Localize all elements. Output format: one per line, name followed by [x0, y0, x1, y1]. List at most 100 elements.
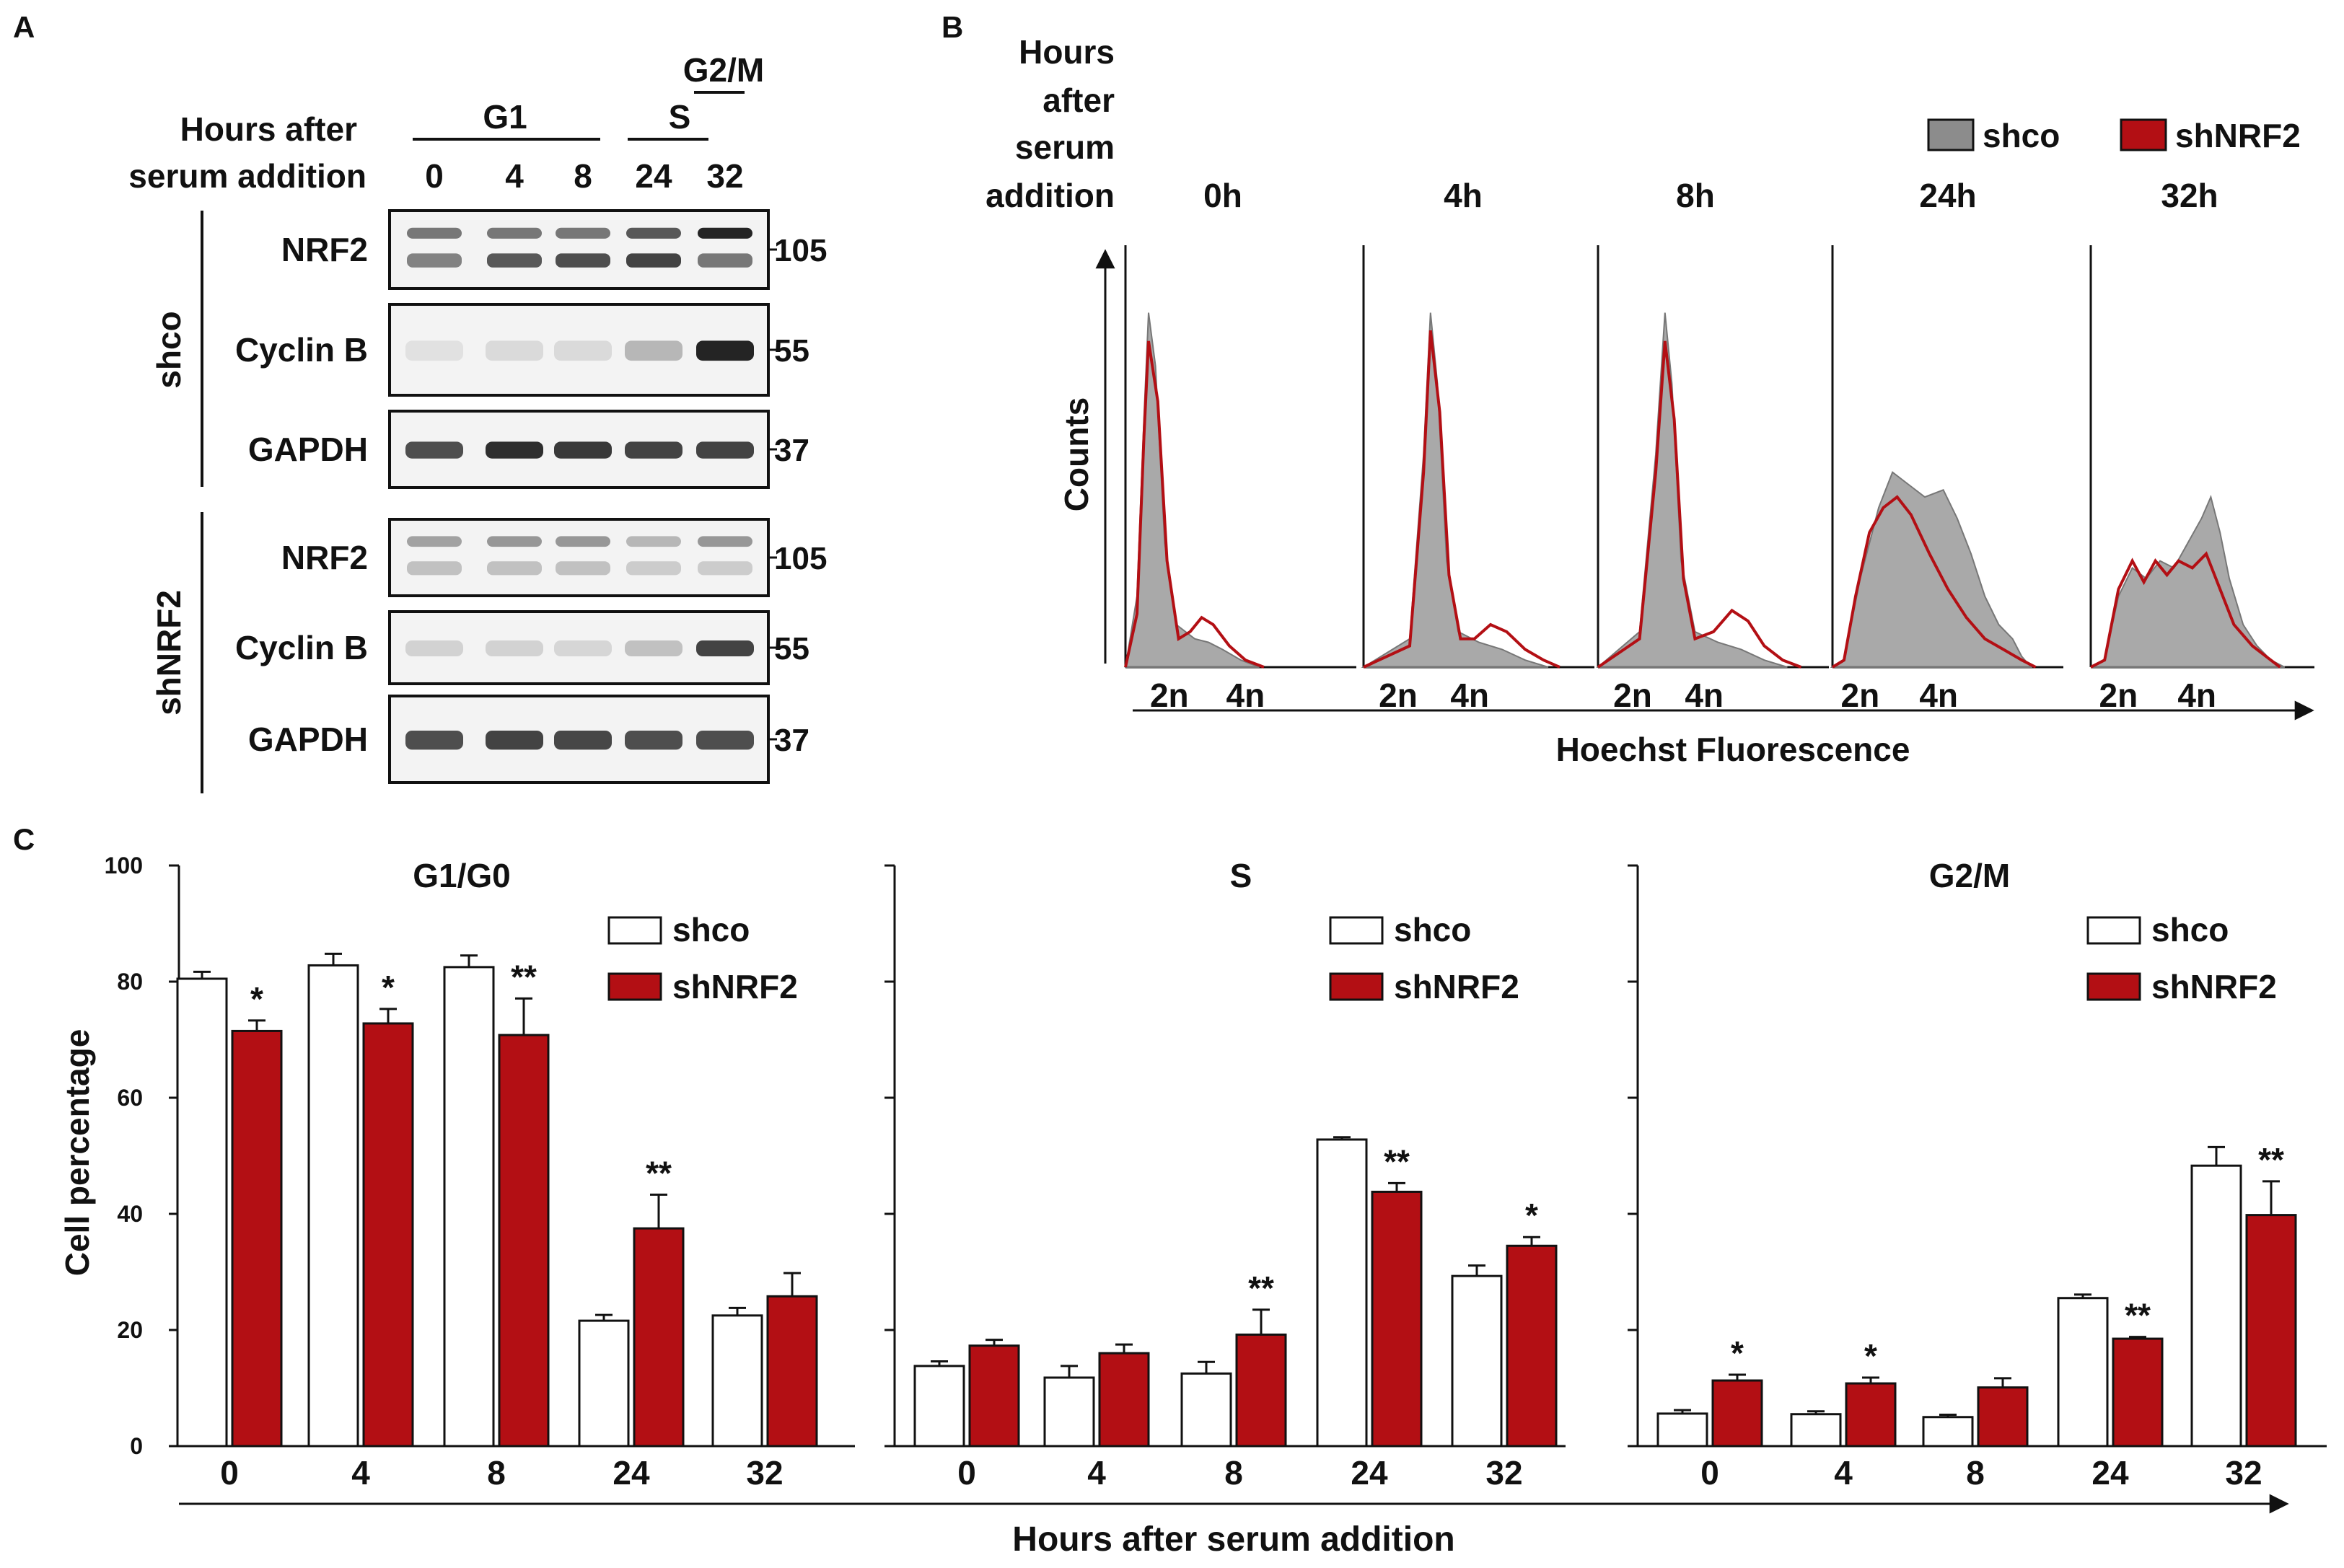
flow-tick-4n: 4n: [1450, 677, 1489, 714]
flow-histogram-shco: [1124, 312, 1260, 668]
blot-protein-label: GAPDH: [248, 721, 368, 758]
blot-band: [625, 340, 682, 361]
bar-y-tick-label: 40: [117, 1201, 143, 1227]
bar-significance-label: **: [1248, 1269, 1274, 1307]
blot-band: [407, 253, 462, 268]
panel-label-a: A: [13, 10, 35, 44]
blot-band: [696, 340, 754, 361]
bar-significance-label: **: [511, 958, 537, 995]
blot-band: [626, 561, 681, 576]
blot-band: [625, 441, 682, 459]
blot-band: [625, 731, 682, 750]
blot-band: [486, 340, 543, 361]
blot-band: [486, 441, 543, 459]
panel-b-header-line2: after: [1042, 82, 1115, 119]
bar-shnrf2: [1506, 1244, 1558, 1448]
bar-category-label: 0: [1700, 1454, 1719, 1492]
flow-histogram-shnrf2: [1363, 330, 1561, 669]
blot-band: [554, 640, 612, 656]
flow-histogram-shco: [1830, 471, 2033, 668]
bar-shnrf2: [968, 1344, 1020, 1448]
bar-shnrf2: [2112, 1337, 2164, 1448]
bar-panel-title: S: [1230, 857, 1252, 894]
legend-swatch-shco-flow: [1927, 118, 1975, 151]
blot-band: [698, 253, 752, 268]
blot-marker-label: 105: [774, 233, 827, 268]
bar-legend-swatch-shnrf2: [1329, 972, 1384, 1001]
bar-significance-label: **: [1384, 1142, 1410, 1180]
bar-category-label: 24: [1351, 1454, 1388, 1492]
panel-c-bar-charts: Cell percentage Hours after serum additi…: [58, 853, 2327, 1559]
bar-shco: [1922, 1416, 1974, 1448]
panel-b-header-line4: addition: [986, 177, 1115, 214]
bar-shnrf2: [766, 1295, 818, 1448]
blot-band: [405, 640, 463, 656]
blot-protein-label: Cyclin B: [235, 331, 368, 369]
bar-category-label: 24: [2091, 1454, 2129, 1492]
flow-tick-4n: 4n: [1685, 677, 1724, 714]
panel-a-header-line2: serum addition: [128, 157, 366, 195]
blot-hour-labels: 0 4 8 24 32: [425, 157, 743, 195]
bar-legend-label-shnrf2: shNRF2: [1394, 968, 1519, 1005]
blot-marker-label: 55: [774, 631, 809, 666]
blot-protein-label: GAPDH: [248, 431, 368, 468]
bar-legend-swatch-shnrf2: [2086, 972, 2141, 1001]
phase-label-s: S: [669, 98, 691, 136]
bar-category-label: 32: [1485, 1454, 1522, 1492]
flow-x-axis-label: Hoechst Fluorescence: [1556, 731, 1910, 768]
legend-swatch-shnrf2-flow: [2120, 118, 2167, 151]
blot-band: [405, 441, 463, 459]
bar-category-label: 24: [613, 1454, 650, 1492]
blot-hour-label: 4: [505, 157, 524, 195]
bar-y-tick-label: 0: [130, 1433, 143, 1459]
blot-band: [486, 731, 543, 750]
bar-shco: [2190, 1164, 2242, 1448]
bar-category-label: 8: [487, 1454, 506, 1492]
panel-a-header-line1: Hours after: [180, 110, 357, 148]
group-label-shnrf2: shNRF2: [150, 590, 188, 715]
blot-band: [407, 227, 462, 239]
bar-shnrf2: [1235, 1333, 1287, 1448]
bar-legend-swatch-shco: [607, 916, 662, 945]
bar-significance-label: **: [646, 1154, 672, 1192]
flow-tick-4n: 4n: [1226, 677, 1265, 714]
bar-shco: [443, 966, 495, 1448]
bar-shnrf2: [1098, 1352, 1150, 1448]
blot-band: [698, 536, 752, 547]
bar-shnrf2: [1845, 1382, 1897, 1448]
bar-category-label: 0: [220, 1454, 239, 1492]
blot-band: [487, 561, 542, 576]
bar-shco: [1656, 1412, 1708, 1448]
flow-timepoint-label: 0h: [1203, 177, 1242, 214]
bar-shco: [913, 1365, 965, 1448]
blot-band: [625, 640, 682, 656]
legend-label-shnrf2-flow: shNRF2: [2175, 117, 2301, 154]
bar-legend-swatch-shnrf2: [607, 972, 662, 1001]
blot-marker-label: 105: [774, 541, 827, 576]
blot-band: [487, 227, 542, 239]
bar-shnrf2: [2245, 1214, 2297, 1448]
flow-histogram-shnrf2: [2090, 551, 2281, 669]
panel-a-western-blot: Hours after serum addition G1 S G2/M 0 4 8…: [128, 51, 827, 793]
bar-y-axis-label: Cell percentage: [58, 1029, 96, 1277]
flow-timepoint-label: 32h: [2161, 177, 2218, 214]
blot-band: [405, 731, 463, 750]
blot-band: [407, 561, 462, 576]
blot-band: [626, 536, 681, 547]
bar-legend-label-shnrf2: shNRF2: [672, 968, 798, 1005]
bar-shco: [176, 977, 228, 1448]
flow-timepoint-label: 24h: [1919, 177, 1976, 214]
bar-category-label: 4: [351, 1454, 370, 1492]
flow-histogram-shco: [2090, 495, 2286, 668]
blot-band: [626, 227, 681, 239]
bar-category-label: 8: [1224, 1454, 1243, 1492]
panel-b-header-line3: serum: [1015, 128, 1115, 166]
bar-legend-label-shco: shco: [1394, 911, 1471, 948]
blot-hour-label: 8: [574, 157, 592, 195]
panel-b-flow-histograms: Hours after serum addition shco shNRF2 C…: [986, 33, 2314, 768]
flow-tick-2n: 2n: [1841, 677, 1880, 714]
bar-shnrf2: [231, 1029, 283, 1448]
bar-y-tick-label: 100: [105, 853, 143, 878]
